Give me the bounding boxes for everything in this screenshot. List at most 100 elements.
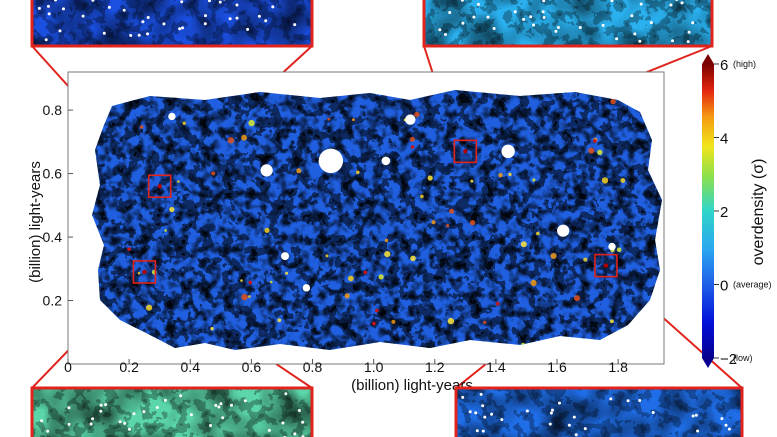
inset-galaxy-dot	[218, 0, 222, 4]
inset-galaxy-dot	[243, 399, 247, 403]
inset-galaxy-dot	[461, 395, 465, 399]
inset-galaxy-dot	[638, 399, 642, 402]
inset-galaxy-dot	[541, 10, 545, 14]
inset-bottom-left	[30, 386, 314, 437]
inset-frame	[30, 386, 314, 437]
masked-hole	[557, 224, 570, 237]
highlight-center-dot	[142, 269, 147, 275]
colorbar-tick-label: 4	[720, 131, 728, 148]
hot-spot	[146, 304, 153, 311]
masked-hole	[302, 284, 311, 292]
masked-hole	[281, 252, 290, 261]
hot-spot	[588, 147, 595, 154]
inset-galaxy-dot	[522, 17, 526, 21]
inset-galaxy-dot	[91, 417, 95, 421]
inset-galaxy-dot	[54, 0, 57, 2]
highlight-center-dot	[463, 149, 468, 154]
hot-spot	[610, 319, 614, 324]
hot-spot	[520, 241, 527, 248]
inset-galaxy-dot	[162, 22, 166, 26]
hot-spot	[384, 238, 389, 243]
inset-galaxy-dot	[651, 411, 655, 414]
inset-galaxy-dot	[638, 39, 642, 43]
hot-spot-layer	[94, 94, 628, 347]
colorbar-gradient	[702, 64, 714, 358]
inset-galaxy-dot	[492, 27, 496, 30]
hot-spot	[285, 271, 289, 275]
hot-spot	[277, 318, 282, 323]
inset-galaxy-dot	[696, 429, 700, 433]
inset-galaxy-dot	[476, 2, 480, 6]
inset-galaxy-dot	[180, 0, 184, 4]
inset-frame	[454, 386, 744, 437]
inset-galaxy-dot	[214, 403, 218, 407]
inset-galaxy-dot	[727, 427, 731, 431]
inset-galaxy-dot	[633, 32, 637, 36]
inset-galaxy-dot	[129, 34, 133, 37]
masked-hole	[318, 148, 344, 174]
inset-galaxy-dot	[293, 432, 297, 436]
hot-spot	[248, 119, 255, 127]
inset-bottom-right	[454, 386, 744, 437]
hot-spot	[164, 229, 167, 232]
inset-galaxy-dot	[102, 31, 106, 35]
colorbar-tick-note: (high)	[733, 59, 756, 69]
hot-spot	[182, 121, 186, 125]
hot-spot	[137, 271, 141, 275]
hot-spot	[410, 255, 416, 262]
inset-galaxy-dot	[686, 40, 690, 44]
hot-spot	[447, 317, 455, 325]
inset-galaxy-dot	[513, 10, 517, 14]
inset-galaxy-dot	[189, 413, 193, 417]
inset-galaxy-dot	[104, 403, 108, 407]
hot-spot	[378, 274, 384, 280]
colorbar-ticks: 6 (high) 4 2 0 (average) −2(low)	[714, 57, 772, 368]
inset-galaxy-dot	[230, 403, 233, 407]
masked-hole	[168, 112, 176, 121]
inset-galaxy-dot	[572, 415, 576, 419]
hot-spot	[325, 254, 329, 258]
inset-galaxy-dot	[142, 410, 146, 414]
colorbar-bottom-arrow	[702, 358, 714, 368]
inset-galaxy-dot	[548, 422, 552, 426]
inset-galaxy-dot	[271, 5, 275, 9]
inset-galaxy-dot	[146, 16, 150, 19]
y-tick-label: 0.4	[43, 229, 63, 245]
inset-galaxy-dot	[549, 411, 553, 415]
inset-galaxy-dot	[438, 28, 442, 32]
colorbar-tick-label: 6	[720, 57, 728, 74]
peak-spot	[363, 270, 368, 275]
peak-spot	[248, 280, 253, 285]
inset-galaxy-dot	[99, 403, 103, 407]
hot-spot	[177, 180, 180, 183]
inset-galaxy-dot	[235, 16, 239, 20]
inset-galaxy-dot	[297, 409, 301, 412]
hot-spot	[269, 280, 273, 284]
inset-galaxy-dot	[81, 14, 85, 18]
x-tick-label: 1.6	[547, 359, 567, 375]
inset-galaxy-dot	[626, 399, 630, 403]
inset-galaxy-dot	[62, 7, 65, 11]
inset-galaxy-dot	[525, 409, 529, 413]
hot-spot	[352, 118, 355, 122]
inset-galaxy-dot	[554, 29, 558, 33]
hot-spot	[431, 220, 436, 225]
hot-spot	[597, 149, 603, 155]
inset-galaxy-dot	[67, 422, 71, 426]
zoom-insets	[30, 0, 744, 437]
x-tick-label: 1.4	[486, 359, 506, 375]
hot-spot	[391, 319, 396, 324]
inset-galaxy-dot	[246, 27, 250, 31]
inset-galaxy-dot	[58, 29, 62, 33]
hot-spot	[601, 177, 609, 184]
hot-spot	[420, 194, 424, 199]
inset-galaxy-dot	[460, 0, 464, 2]
inset-galaxy-dot	[615, 37, 619, 41]
colorbar-tick-label: 2	[720, 204, 728, 221]
x-tick-label: 1.0	[364, 359, 384, 375]
inset-galaxy-dot	[40, 419, 44, 423]
colorbar-tick-note: (low)	[733, 353, 753, 363]
inset-galaxy-dot	[472, 15, 476, 19]
hot-spot	[327, 117, 331, 121]
inset-top-left	[30, 0, 314, 48]
